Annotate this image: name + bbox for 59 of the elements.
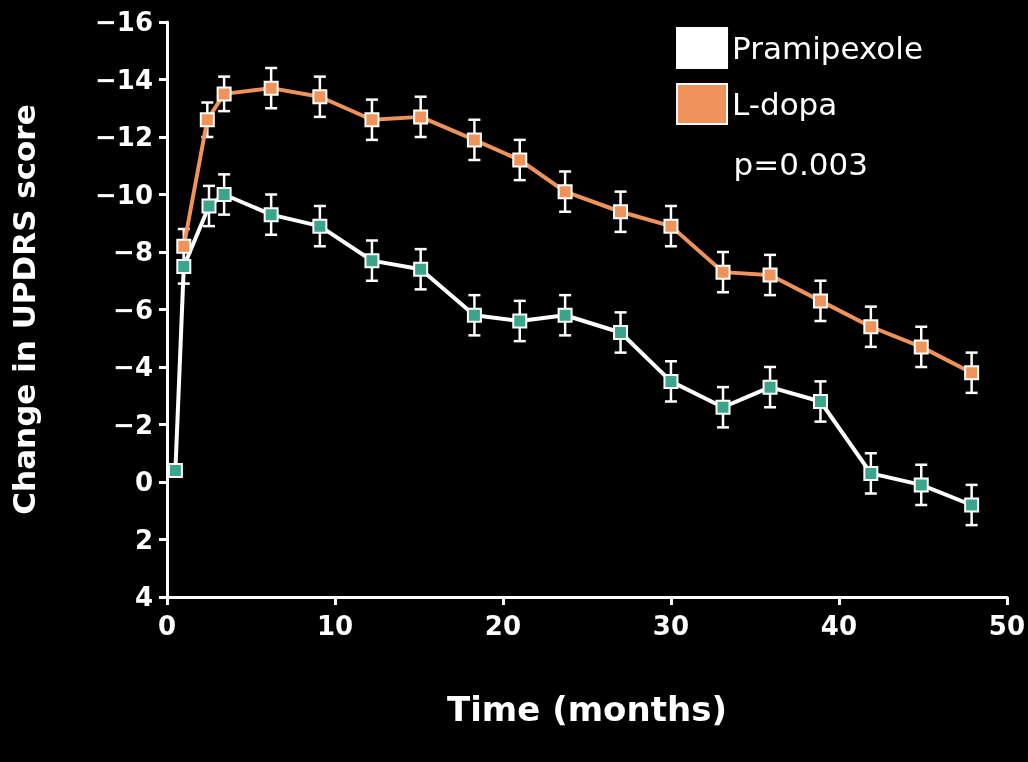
point	[613, 204, 629, 220]
point	[663, 218, 679, 234]
point	[715, 264, 731, 280]
point	[263, 207, 279, 223]
point	[964, 497, 980, 513]
point	[312, 89, 328, 105]
point	[176, 238, 192, 254]
x-tick-label: 10	[316, 611, 354, 641]
point	[312, 218, 328, 234]
point	[263, 80, 279, 96]
point	[413, 261, 429, 277]
y-tick-label: −4	[113, 352, 153, 382]
y-axis-title: Change in UPDRS score	[5, 104, 42, 515]
x-tick-label: 50	[988, 611, 1025, 641]
point	[964, 365, 980, 381]
point	[715, 399, 731, 415]
point	[176, 258, 192, 274]
point	[199, 112, 215, 128]
x-tick-label: 40	[820, 611, 858, 641]
point	[812, 293, 828, 309]
y-tick-label: 2	[134, 524, 153, 555]
point	[762, 267, 778, 283]
point	[557, 184, 573, 200]
y-tick-label: −8	[113, 237, 153, 267]
point	[364, 112, 380, 128]
x-tick-label: 0	[157, 611, 177, 641]
y-tick-label: −2	[113, 409, 153, 440]
y-tick-label: −14	[95, 64, 153, 95]
point	[913, 339, 929, 355]
annotation: p=0.003	[733, 145, 869, 182]
point	[812, 394, 828, 409]
legend-label: L-dopa	[732, 86, 838, 122]
point	[413, 109, 429, 125]
x-tick-label: 30	[652, 611, 690, 641]
point	[913, 477, 929, 493]
point	[216, 187, 232, 202]
point	[863, 465, 879, 481]
point	[557, 307, 573, 323]
point	[466, 307, 482, 323]
y-tick-label: −16	[95, 7, 153, 37]
point	[364, 253, 380, 269]
y-tick-label: −10	[95, 179, 153, 210]
point	[762, 379, 778, 395]
point	[663, 373, 679, 389]
point	[613, 325, 629, 340]
point	[216, 86, 232, 102]
point	[466, 132, 482, 148]
legend-label: Pramipexole	[732, 30, 923, 66]
point	[512, 313, 528, 329]
point	[201, 198, 217, 214]
y-tick-label: 0	[134, 467, 153, 497]
point	[512, 152, 528, 168]
y-tick-label: −12	[95, 122, 153, 152]
point	[863, 319, 879, 335]
y-tick-label: −6	[113, 294, 153, 325]
y-tick-label: 4	[134, 582, 153, 612]
x-axis-title: Time (months)	[446, 689, 727, 729]
point	[167, 463, 183, 478]
x-tick-label: 20	[484, 611, 522, 641]
